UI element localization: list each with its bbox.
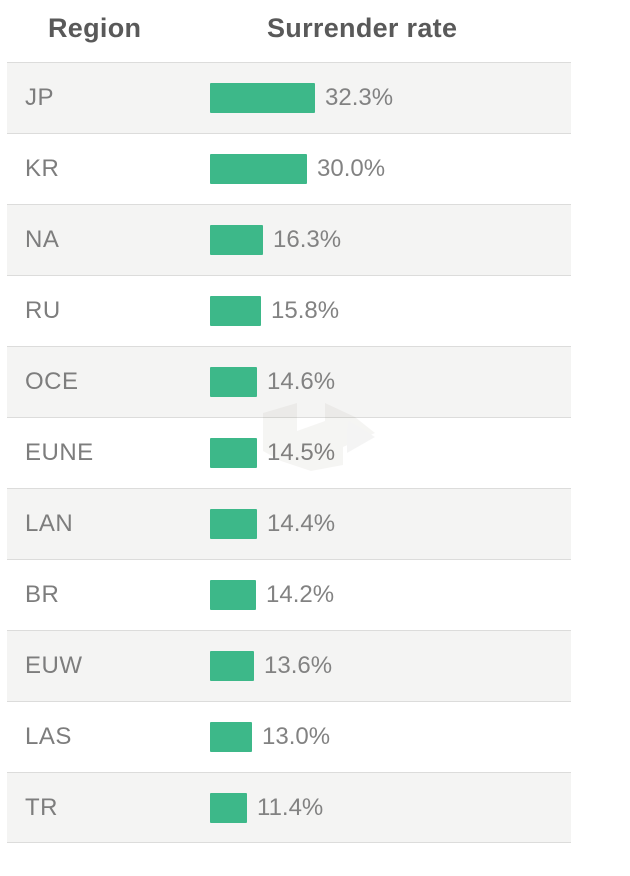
region-label: OCE (25, 368, 79, 395)
surrender-rate-bar (210, 296, 261, 326)
region-label: KR (25, 155, 60, 182)
surrender-rate-value: 15.8% (271, 297, 340, 324)
table-row: TR 11.4% (7, 772, 571, 843)
surrender-rate-value: 14.2% (266, 581, 335, 608)
table-row: EUW 13.6% (7, 630, 571, 701)
region-label: NA (25, 226, 60, 253)
surrender-rate-value: 32.3% (325, 84, 394, 111)
surrender-rate-bar (210, 154, 307, 184)
table-row: BR 14.2% (7, 559, 571, 630)
table-row: EUNE 14.5% (7, 417, 571, 488)
table-row: JP 32.3% (7, 62, 571, 133)
surrender-rate-table: JP 32.3% KR 30.0% NA 16.3% RU 15.8% OCE 14.6% EUNE… (7, 62, 571, 843)
surrender-rate-bar (210, 83, 315, 113)
table-row: NA 16.3% (7, 204, 571, 275)
region-label: EUW (25, 652, 83, 679)
surrender-rate-bar (210, 580, 256, 610)
table-row: LAS 13.0% (7, 701, 571, 772)
region-label: JP (25, 84, 55, 111)
surrender-rate-value: 14.6% (267, 368, 336, 395)
surrender-rate-value: 14.4% (267, 510, 336, 537)
surrender-rate-bar (210, 438, 257, 468)
region-label: TR (25, 793, 58, 821)
column-header-surrender-rate: Surrender rate (267, 13, 458, 43)
surrender-rate-value: 13.0% (262, 723, 331, 750)
table-row: LAN 14.4% (7, 488, 571, 559)
region-label: BR (25, 581, 60, 608)
table-header: Region Surrender rate (0, 0, 630, 62)
table-row: KR 30.0% (7, 133, 571, 204)
table-row: OCE 14.6% (7, 346, 571, 417)
surrender-rate-bar (210, 792, 247, 823)
region-label: EUNE (25, 439, 94, 466)
surrender-rate-value: 14.5% (267, 439, 336, 466)
region-label: LAS (25, 723, 72, 750)
table-row: RU 15.8% (7, 275, 571, 346)
surrender-rate-bar (210, 722, 252, 752)
surrender-rate-bar (210, 651, 254, 681)
surrender-rate-value: 13.6% (264, 652, 333, 679)
surrender-rate-value: 11.4% (257, 793, 324, 821)
column-header-region: Region (48, 13, 142, 43)
region-label: LAN (25, 510, 74, 537)
region-label: RU (25, 297, 61, 324)
surrender-rate-bar (210, 367, 257, 397)
surrender-rate-value: 16.3% (273, 226, 342, 253)
surrender-rate-bar (210, 509, 257, 539)
surrender-rate-value: 30.0% (317, 155, 386, 182)
surrender-rate-bar (210, 225, 263, 255)
